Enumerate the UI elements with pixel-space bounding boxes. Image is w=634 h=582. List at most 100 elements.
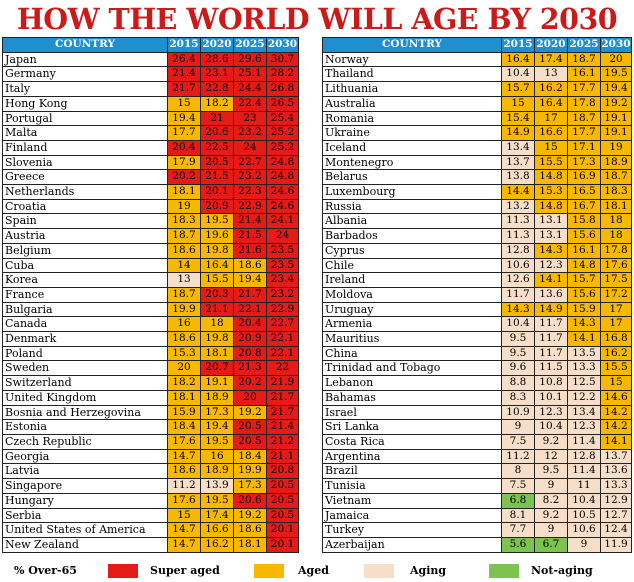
country-cell: Estonia (2, 419, 168, 435)
value-cell-2030: 23.2 (266, 286, 299, 303)
value-cell-2015: 17.7 (167, 125, 201, 141)
value-cell-2030: 14.1 (600, 433, 632, 450)
value-cell-2030: 20.5 (266, 492, 299, 509)
value-cell-2020: 9 (534, 478, 568, 494)
country-cell: Hungary (2, 492, 168, 509)
country-cell: Serbia (2, 507, 168, 524)
value-cell-2015: 16 (167, 316, 201, 333)
country-cell: Cyprus (322, 242, 502, 259)
value-cell-2015: 13.2 (501, 198, 535, 215)
value-cell-2030: 12.9 (600, 492, 632, 509)
value-cell-2020: 18 (200, 316, 234, 333)
value-cell-2025: 21.5 (233, 228, 267, 244)
value-cell-2030: 21.4 (266, 419, 299, 435)
value-cell-2030: 22.1 (266, 345, 299, 362)
country-cell: Poland (2, 345, 168, 362)
value-cell-2020: 14.8 (534, 169, 568, 186)
value-cell-2015: 19.9 (167, 301, 201, 318)
value-cell-2015: 21.7 (167, 81, 201, 97)
table-row: Russia 13.2 14.8 16.7 18.1 (322, 198, 632, 215)
table-row: Switzerland 18.2 19.1 20.2 21.9 (2, 375, 299, 391)
value-cell-2030: 20.5 (266, 507, 299, 524)
table-row: Cyprus 12.8 14.3 16.1 17.8 (322, 242, 632, 259)
value-cell-2020: 21.1 (200, 301, 234, 318)
value-cell-2020: 18.1 (200, 345, 234, 362)
value-cell-2015: 14 (167, 257, 201, 274)
value-cell-2020: 18.2 (200, 95, 234, 112)
value-cell-2030: 22.7 (266, 316, 299, 333)
value-cell-2030: 17.8 (600, 242, 632, 259)
value-cell-2015: 14.4 (501, 184, 535, 200)
value-cell-2025: 29.6 (233, 51, 267, 68)
value-cell-2015: 18.1 (167, 389, 201, 406)
value-cell-2015: 13.8 (501, 169, 535, 186)
value-cell-2015: 13.4 (501, 139, 535, 156)
value-cell-2015: 18.2 (167, 375, 201, 391)
table-row: Japan 26.4 28.6 29.6 30.7 (2, 51, 299, 68)
value-cell-2025: 12.8 (567, 448, 601, 465)
value-cell-2030: 25.2 (266, 139, 299, 156)
value-cell-2015: 13 (167, 272, 201, 288)
value-cell-2015: 17.9 (167, 154, 201, 171)
value-cell-2015: 21.4 (167, 66, 201, 83)
value-cell-2025: 18.7 (567, 51, 601, 68)
value-cell-2015: 19 (167, 198, 201, 215)
value-cell-2015: 15.4 (501, 110, 535, 127)
value-cell-2030: 20.5 (266, 478, 299, 494)
country-cell: Lithuania (322, 81, 502, 97)
value-cell-2030: 12.4 (600, 522, 632, 538)
value-cell-2020: 13 (534, 66, 568, 83)
country-cell: Barbados (322, 228, 502, 244)
value-cell-2020: 10.8 (534, 375, 568, 391)
country-cell: Switzerland (2, 375, 168, 391)
value-cell-2015: 20 (167, 360, 201, 377)
table-row: Austria 18.7 19.6 21.5 24 (2, 228, 299, 244)
value-cell-2020: 19.4 (200, 419, 234, 435)
table-row: Iceland 13.4 15 17.1 19 (322, 139, 632, 156)
value-cell-2015: 12.6 (501, 272, 535, 288)
value-cell-2015: 11.7 (501, 286, 535, 303)
value-cell-2015: 10.4 (501, 316, 535, 333)
right-header-row: COUNTRY 2015 2020 2025 2030 (322, 37, 632, 53)
value-cell-2020: 14.9 (534, 301, 568, 318)
value-cell-2030: 16.2 (600, 345, 632, 362)
country-cell: Azerbaijan (322, 536, 502, 553)
value-cell-2020: 16.6 (534, 125, 568, 141)
value-cell-2025: 20.6 (233, 492, 267, 509)
country-cell: Chile (322, 257, 502, 274)
value-cell-2030: 24 (266, 228, 299, 244)
value-cell-2015: 12.8 (501, 242, 535, 259)
country-cell: Montenegro (322, 154, 502, 171)
value-cell-2030: 17.5 (600, 272, 632, 288)
value-cell-2025: 14.3 (567, 316, 601, 333)
value-cell-2030: 24.8 (266, 169, 299, 186)
legend: % Over-65 Super aged Aged Aging Not-agin… (0, 562, 634, 580)
value-cell-2025: 18.7 (567, 110, 601, 127)
value-cell-2015: 26.4 (167, 51, 201, 68)
value-cell-2015: 15.9 (167, 404, 201, 421)
value-cell-2020: 22.8 (200, 81, 234, 97)
country-cell: Canada (2, 316, 168, 333)
value-cell-2020: 10.4 (534, 419, 568, 435)
value-cell-2025: 13.3 (567, 360, 601, 377)
table-row: Belarus 13.8 14.8 16.9 18.7 (322, 169, 632, 186)
value-cell-2030: 21.9 (266, 375, 299, 391)
value-cell-2030: 22.9 (266, 301, 299, 318)
value-cell-2025: 18.1 (233, 536, 267, 553)
country-cell: Luxembourg (322, 184, 502, 200)
value-cell-2030: 18.3 (600, 184, 632, 200)
value-cell-2030: 23.5 (266, 257, 299, 274)
value-cell-2015: 13.7 (501, 154, 535, 171)
table-row: Ireland 12.6 14.1 15.7 17.5 (322, 272, 632, 288)
value-cell-2015: 11.3 (501, 228, 535, 244)
value-cell-2030: 21.7 (266, 404, 299, 421)
table-row: Finland 20.4 22.5 24 25.2 (2, 139, 299, 156)
value-cell-2020: 19.5 (200, 213, 234, 230)
value-cell-2020: 19.6 (200, 228, 234, 244)
value-cell-2015: 14.7 (167, 522, 201, 538)
table-row: Portugal 19.4 21 23 25.4 (2, 110, 299, 127)
table-row: Moldova 11.7 13.6 15.6 17.2 (322, 286, 632, 303)
value-cell-2020: 14.8 (534, 198, 568, 215)
table-row: Slovenia 17.9 20.5 22.7 24.8 (2, 154, 299, 171)
value-cell-2020: 11.5 (534, 360, 568, 377)
